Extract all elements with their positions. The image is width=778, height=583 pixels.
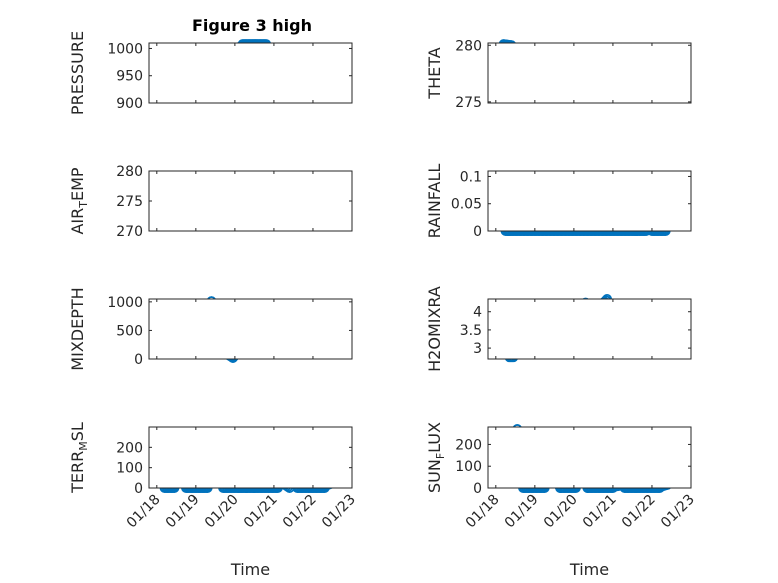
- axes-frame: [487, 170, 692, 232]
- y-tick-label: 900: [116, 96, 143, 112]
- y-tick-label: 1000: [107, 41, 143, 57]
- axes-frame: [148, 42, 353, 104]
- y-axis-label: THETA: [425, 47, 444, 99]
- y-tick-label: 0: [473, 481, 482, 497]
- y-axis-label: MIXDEPTH: [68, 287, 87, 370]
- y-tick-label: 270: [116, 224, 143, 240]
- subplot-2: 275 280 THETA: [425, 38, 692, 111]
- y-axis-label: SUNFLUX: [425, 422, 447, 493]
- y-tick-label: 0.05: [451, 197, 482, 213]
- x-axis-label: Time: [230, 560, 270, 579]
- axes-frame: [148, 298, 353, 360]
- axes-frame: [487, 298, 692, 360]
- y-tick-label: 100: [455, 459, 482, 475]
- subplot-5: 0 500 1000 MIXDEPTH: [68, 287, 353, 371]
- y-axis-label: RAINFALL: [425, 164, 444, 239]
- y-tick-label: 4: [473, 305, 482, 321]
- y-tick-label: 0.1: [460, 169, 482, 185]
- axes-frame: [487, 426, 692, 489]
- y-tick-label: 280: [455, 38, 482, 54]
- y-tick-label: 0: [473, 224, 482, 240]
- y-axis-label: PRESSURE: [68, 31, 87, 115]
- axes-frame: [148, 426, 353, 489]
- x-axis-label: Time: [569, 560, 609, 579]
- y-tick-label: 200: [116, 440, 143, 456]
- y-tick-label: 100: [116, 461, 143, 477]
- y-tick-label: 280: [116, 164, 143, 180]
- y-tick-label: 3: [473, 341, 482, 357]
- y-tick-label: 500: [116, 323, 143, 339]
- axes-frame: [148, 170, 353, 232]
- y-tick-label: 3.5: [460, 323, 482, 339]
- subplot-1: 900 950 1000 PRESSURE: [68, 31, 353, 115]
- y-tick-label: 200: [455, 437, 482, 453]
- subplot-3: 270 275 280 AIRTEMP: [68, 164, 353, 240]
- y-axis-label: H2OMIXRA: [425, 286, 444, 372]
- y-tick-label: 275: [116, 194, 143, 210]
- subplot-4: 0 0.05 0.1 RAINFALL: [425, 164, 692, 240]
- y-tick-label: 275: [455, 95, 482, 111]
- axes-frame: [487, 42, 692, 104]
- figure-title: Figure 3 high: [192, 16, 312, 35]
- y-tick-label: 1000: [107, 295, 143, 311]
- subplot-6: 3 3.5 4 H2OMIXRA: [425, 286, 692, 372]
- y-axis-label: TERRMSL: [68, 422, 90, 494]
- y-tick-label: 950: [116, 69, 143, 85]
- y-tick-label: 0: [134, 481, 143, 497]
- y-axis-label: AIRTEMP: [68, 167, 90, 234]
- y-tick-label: 0: [134, 352, 143, 368]
